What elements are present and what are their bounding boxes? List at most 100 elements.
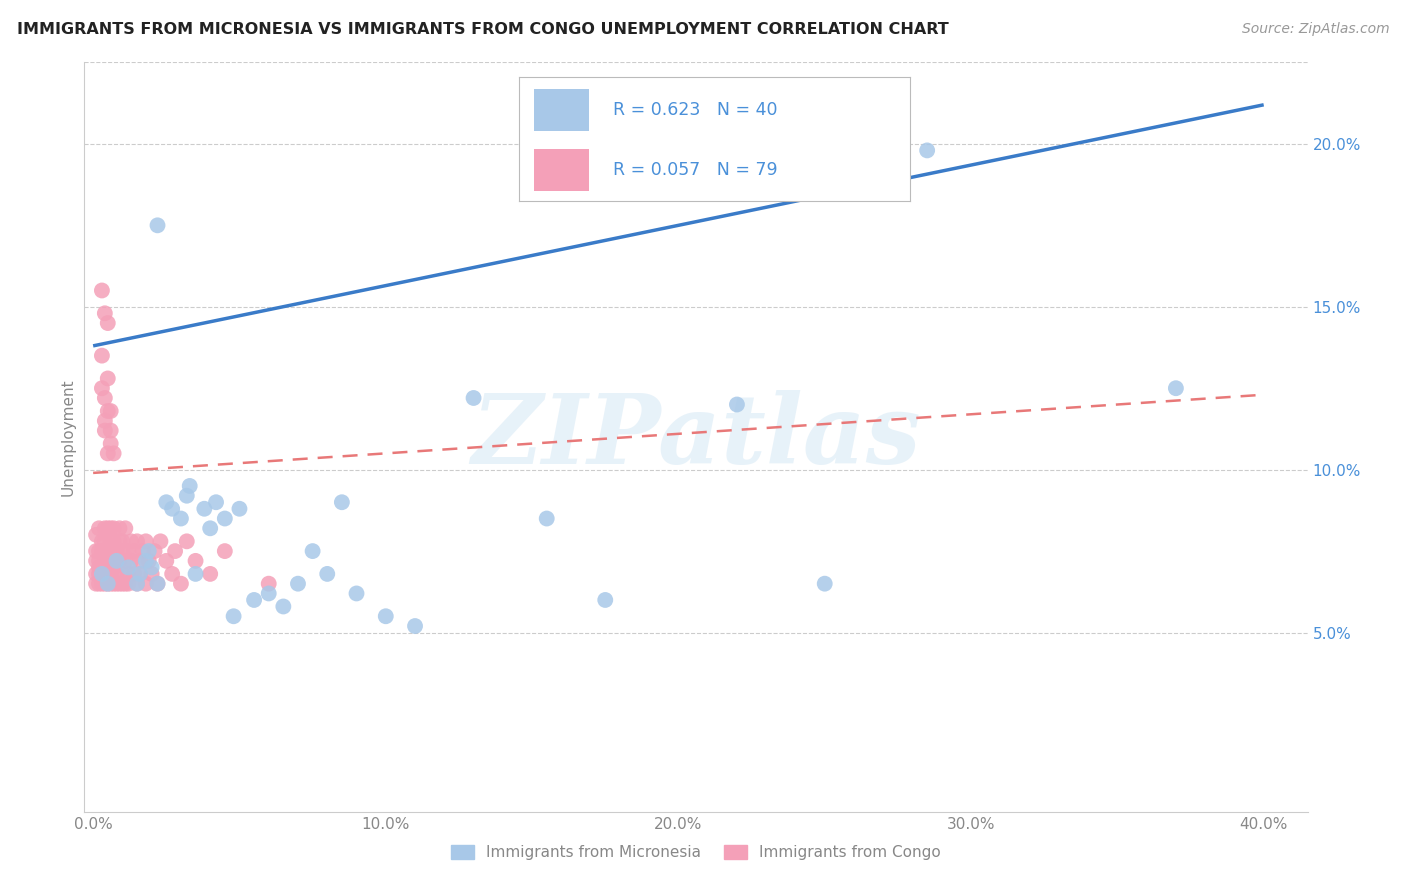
Point — [176, 534, 198, 549]
Point — [193, 501, 215, 516]
Point — [374, 609, 396, 624]
Point — [94, 424, 117, 438]
Point — [155, 495, 177, 509]
Point — [87, 544, 110, 558]
Point — [228, 501, 250, 516]
Point — [97, 316, 120, 330]
Point — [155, 554, 177, 568]
Point — [105, 554, 128, 568]
Point — [316, 566, 339, 581]
Point — [135, 534, 157, 549]
Point — [90, 534, 112, 549]
Point — [114, 521, 136, 535]
Point — [146, 576, 169, 591]
Point — [100, 576, 122, 591]
Point — [143, 544, 166, 558]
Point — [125, 576, 148, 591]
Point — [132, 544, 155, 558]
Point — [100, 404, 122, 418]
Point — [198, 521, 221, 535]
Point — [111, 576, 134, 591]
Point — [100, 534, 122, 549]
Point — [90, 576, 112, 591]
Point — [222, 609, 245, 624]
Text: ZIPatlas: ZIPatlas — [471, 390, 921, 484]
Point — [90, 560, 112, 574]
Point — [117, 560, 139, 574]
Point — [463, 391, 485, 405]
Point — [184, 554, 207, 568]
Point — [90, 284, 112, 298]
Point — [149, 534, 172, 549]
Point — [105, 566, 128, 581]
Point — [100, 566, 122, 581]
Point — [301, 544, 323, 558]
Point — [141, 566, 163, 581]
Point — [100, 436, 122, 450]
Point — [125, 534, 148, 549]
Point — [198, 566, 221, 581]
Point — [117, 566, 139, 581]
Point — [94, 554, 117, 568]
Point — [103, 521, 125, 535]
Point — [97, 446, 120, 460]
Point — [94, 576, 117, 591]
Point — [138, 544, 160, 558]
Point — [129, 566, 152, 581]
Point — [90, 381, 112, 395]
Point — [87, 560, 110, 574]
Y-axis label: Unemployment: Unemployment — [60, 378, 76, 496]
Point — [94, 391, 117, 405]
Point — [176, 489, 198, 503]
Point — [915, 144, 938, 158]
Point — [138, 554, 160, 568]
Point — [114, 576, 136, 591]
Point — [105, 544, 128, 558]
Point — [205, 495, 228, 509]
Point — [97, 521, 120, 535]
Point — [170, 511, 193, 525]
Point — [90, 349, 112, 363]
Point — [84, 554, 107, 568]
Point — [97, 576, 120, 591]
Point — [97, 544, 120, 558]
Point — [108, 554, 131, 568]
Point — [97, 566, 120, 581]
Point — [111, 544, 134, 558]
Point — [84, 544, 107, 558]
Text: IMMIGRANTS FROM MICRONESIA VS IMMIGRANTS FROM CONGO UNEMPLOYMENT CORRELATION CHA: IMMIGRANTS FROM MICRONESIA VS IMMIGRANTS… — [17, 22, 949, 37]
Point — [257, 586, 280, 600]
Point — [84, 528, 107, 542]
Point — [97, 576, 120, 591]
Point — [160, 566, 183, 581]
Point — [84, 566, 107, 581]
Point — [90, 566, 112, 581]
Point — [170, 576, 193, 591]
Text: Source: ZipAtlas.com: Source: ZipAtlas.com — [1241, 22, 1389, 37]
Point — [103, 544, 125, 558]
Point — [404, 619, 426, 633]
Point — [94, 414, 117, 428]
Point — [97, 560, 120, 574]
Point — [108, 534, 131, 549]
Point — [179, 479, 201, 493]
Point — [94, 521, 117, 535]
Point — [120, 534, 142, 549]
Point — [87, 576, 110, 591]
Point — [111, 534, 134, 549]
Point — [122, 566, 145, 581]
Point — [100, 521, 122, 535]
Point — [135, 554, 157, 568]
Point — [129, 554, 152, 568]
Point — [117, 544, 139, 558]
Point — [90, 566, 112, 581]
Point — [593, 593, 616, 607]
Point — [257, 576, 280, 591]
Point — [97, 404, 120, 418]
Point — [100, 554, 122, 568]
Point — [1164, 381, 1187, 395]
Point — [346, 586, 368, 600]
Point — [94, 534, 117, 549]
Point — [165, 544, 187, 558]
Point — [87, 554, 110, 568]
